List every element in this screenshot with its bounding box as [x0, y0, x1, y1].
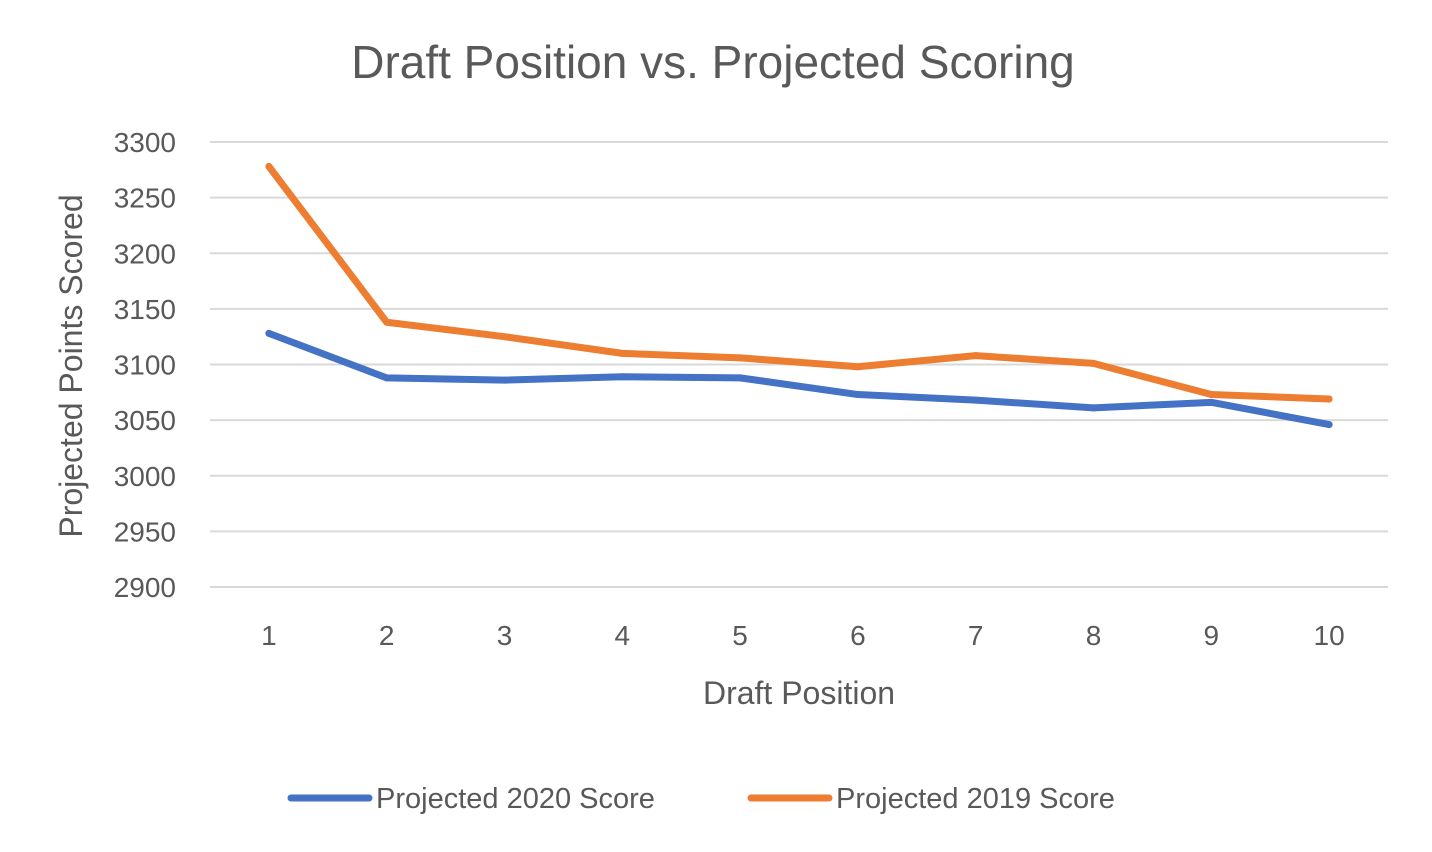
- y-axis-title: Projected Points Scored: [53, 194, 89, 537]
- legend-label: Projected 2020 Score: [376, 783, 655, 815]
- y-tick-label: 2900: [114, 572, 176, 603]
- y-tick-label: 3250: [114, 183, 176, 214]
- x-tick-label: 10: [1314, 620, 1345, 651]
- legend-item: Projected 2020 Score: [287, 783, 655, 815]
- y-axis-ticks: 2900 2950 3000 3050 3100 3150 3200 3250 3300: [114, 127, 176, 603]
- data-point: [736, 374, 744, 382]
- data-point: [736, 354, 744, 362]
- y-tick-label: 3300: [114, 127, 176, 158]
- legend-label: Projected 2019 Score: [836, 783, 1115, 815]
- data-point: [972, 396, 980, 404]
- data-point: [383, 318, 391, 326]
- data-point: [1207, 398, 1215, 406]
- y-tick-label: 3100: [114, 350, 176, 381]
- data-point: [618, 373, 626, 381]
- data-point: [972, 352, 980, 360]
- data-point: [383, 374, 391, 382]
- data-point: [265, 162, 273, 170]
- legend-item: Projected 2019 Score: [747, 783, 1115, 815]
- chart-title: Draft Position vs. Projected Scoring: [351, 36, 1075, 88]
- x-axis-title: Draft Position: [703, 675, 895, 711]
- x-tick-label: 9: [1204, 620, 1220, 651]
- data-point: [501, 376, 508, 384]
- x-tick-label: 8: [1086, 620, 1102, 651]
- y-tick-label: 3000: [114, 461, 176, 492]
- x-axis-ticks: 1 2 3 4 5 6 7 8 9 10: [261, 620, 1345, 651]
- data-point: [618, 349, 626, 357]
- x-tick-label: 3: [497, 620, 513, 651]
- y-tick-label: 3200: [114, 238, 176, 269]
- data-point: [854, 391, 862, 399]
- series-line-2020: [265, 329, 1333, 429]
- x-tick-label: 6: [850, 620, 866, 651]
- data-point: [1207, 391, 1215, 399]
- x-tick-label: 1: [261, 620, 277, 651]
- data-point: [1325, 395, 1333, 403]
- x-tick-label: 2: [379, 620, 395, 651]
- y-tick-label: 2950: [114, 516, 176, 547]
- data-point: [1090, 359, 1097, 367]
- legend: Projected 2020 Score Projected 2019 Score: [287, 783, 1115, 815]
- data-point: [1325, 421, 1333, 429]
- series-lines: [265, 162, 1333, 429]
- x-tick-label: 7: [968, 620, 984, 651]
- data-point: [265, 329, 273, 337]
- data-point: [854, 363, 862, 371]
- data-point: [501, 333, 508, 341]
- x-tick-label: 5: [732, 620, 748, 651]
- data-point: [1090, 404, 1097, 412]
- series-line-2019: [265, 162, 1333, 403]
- y-tick-label: 3050: [114, 405, 176, 436]
- y-tick-label: 3150: [114, 294, 176, 325]
- x-tick-label: 4: [615, 620, 631, 651]
